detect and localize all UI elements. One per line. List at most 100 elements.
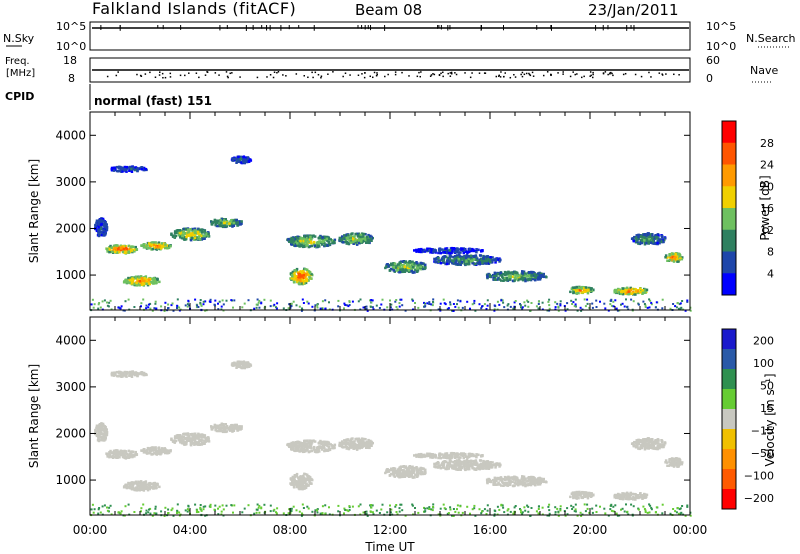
velocity-cell [307,475,311,478]
velocity-cell [320,445,323,448]
velocity-cell [388,474,392,477]
velocity-cell [500,484,503,487]
velocity-cell [223,426,226,430]
velocity-cell [291,448,294,451]
nave-dot [440,72,442,75]
power-cell [538,278,542,281]
power-cell [256,298,259,301]
velocity-cell [119,452,123,455]
power-cell [213,220,216,224]
velocity-cell [446,461,449,465]
velocity-cell [538,476,541,480]
velocity-cell [442,463,446,467]
power-cell [117,306,120,309]
nave-dot [332,71,334,73]
power-cell [302,271,305,274]
power-cell [302,269,305,273]
nave-dot [624,72,627,75]
power-cell [214,223,217,226]
power-cell [302,274,305,277]
power-cell [482,255,486,259]
power-cell [564,309,567,312]
power-cell [288,303,291,306]
velocity-cell [474,467,477,471]
power-cell [354,239,357,242]
power-cell [122,245,125,248]
power-cell [505,279,509,282]
power-cell [144,279,147,282]
power-cell [431,250,434,254]
power-cell [400,298,403,301]
power-cell [420,250,423,254]
power-cell [160,305,163,308]
velocity-cell [236,429,239,432]
power-cell [672,303,675,305]
power-cell [509,305,512,308]
power-cell [178,232,182,235]
power-cell [450,260,454,264]
power-cell [513,279,516,282]
power-cell [295,304,298,307]
power-cell [571,303,574,305]
power-cell [474,262,477,266]
power-cell [115,169,119,173]
nave-dot [521,75,524,78]
power-cell [680,257,684,261]
colorbar-tick-label: 28 [760,137,774,150]
power-cell [343,234,346,237]
power-cell [304,238,307,241]
power-cell [275,306,277,309]
nave-dot [532,75,535,77]
power-cell [635,234,638,237]
velocity-cell [338,441,342,445]
velocity-cell [181,439,184,443]
velocity-cell [128,452,131,455]
power-cell [209,301,212,303]
power-cell [229,222,232,225]
velocity-cell [366,443,369,447]
power-cell [679,302,682,305]
velocity-cell [324,448,327,451]
velocity-cell [392,467,395,470]
velocity-cell [214,428,217,431]
velocity-cell [448,462,452,466]
power-cell [660,238,663,242]
power-cell [647,236,650,239]
velocity-cell [413,476,416,479]
power-cell [435,260,438,264]
power-cell [357,232,361,235]
velocity-cell [294,445,298,448]
nave-dot [513,73,515,76]
power-cell [127,244,131,248]
velocity-cell [235,423,238,427]
power-cell [197,235,201,238]
power-x-ticks [89,112,691,310]
nave-dot [648,71,650,74]
power-cell [473,302,476,305]
power-cell [652,240,655,244]
power-cell [146,243,149,247]
power-cell [304,243,307,247]
velocity-cell [536,477,540,481]
power-cell [235,218,238,222]
power-cell [464,256,468,260]
velocity-cell [413,466,416,470]
velocity-cell [453,462,456,466]
power-cell [310,244,313,248]
power-cell [91,298,94,301]
power-cell [507,303,510,306]
velocity-cell [512,478,516,481]
power-cell [430,303,433,306]
power-cell [176,307,178,309]
velocity-cell [122,452,126,456]
power-cell [90,303,93,306]
power-cell [144,167,147,171]
power-cell [516,271,519,275]
power-cell [119,165,122,169]
power-cell [152,243,155,247]
velocity-cell [186,439,190,442]
velocity-cell [299,444,302,448]
power-cell [109,244,112,248]
velocity-cell [460,460,464,464]
power-cell [126,280,130,284]
